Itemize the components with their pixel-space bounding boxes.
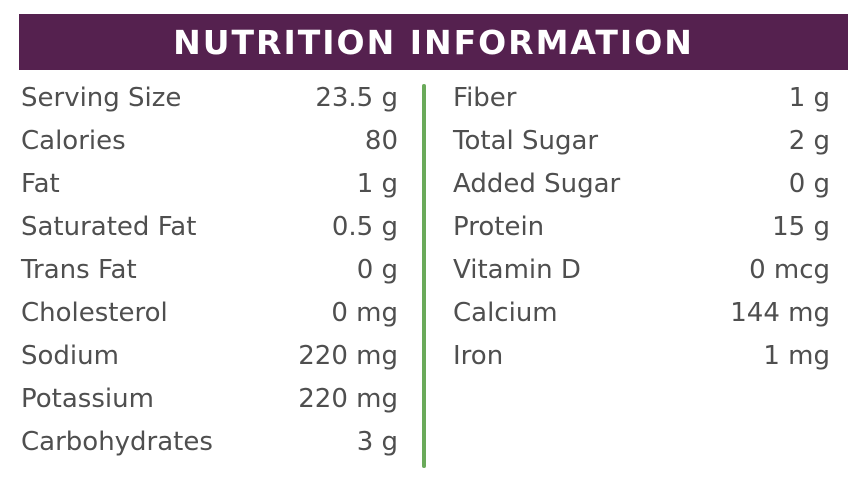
nutrient-label: Calories	[21, 126, 126, 157]
nutrient-label: Protein	[453, 212, 545, 243]
nutrient-row-fat: Fat 1 g	[21, 163, 398, 206]
nutrient-value: 3 g	[356, 426, 398, 457]
nutrient-label: Serving Size	[21, 83, 182, 114]
nutrient-value: 0 mg	[331, 297, 398, 328]
nutrient-row-total-sugar: Total Sugar 2 g	[453, 120, 830, 163]
nutrient-row-cholesterol: Cholesterol 0 mg	[21, 291, 398, 334]
nutrient-value: 0 g	[788, 169, 830, 200]
nutrient-label: Sodium	[21, 340, 119, 371]
nutrient-value: 2 g	[788, 126, 830, 157]
nutrient-label: Trans Fat	[21, 255, 137, 285]
column-divider	[422, 84, 426, 468]
nutrient-row-carbohydrates: Carbohydrates 3 g	[21, 420, 398, 463]
nutrition-title: NUTRITION INFORMATION	[173, 22, 694, 62]
nutrient-label: Saturated Fat	[21, 212, 197, 243]
right-nutrient-column: Fiber 1 g Total Sugar 2 g Added Sugar 0 …	[453, 77, 830, 377]
nutrient-label: Cholesterol	[21, 297, 168, 328]
nutrient-label: Potassium	[21, 383, 154, 414]
nutrient-label: Total Sugar	[453, 126, 599, 157]
nutrient-row-iron: Iron 1 mg	[453, 334, 830, 377]
nutrient-value: 220 mg	[298, 383, 398, 414]
nutrient-label: Added Sugar	[453, 169, 621, 200]
nutrient-value: 0 g	[356, 255, 398, 285]
nutrient-value: 23.5 g	[315, 83, 398, 114]
nutrient-value: 1 mg	[763, 340, 830, 371]
nutrient-label: Fat	[21, 169, 60, 200]
nutrient-row-fiber: Fiber 1 g	[453, 77, 830, 120]
nutrient-value: 1 g	[788, 83, 830, 114]
nutrient-value: 144 mg	[730, 297, 830, 328]
nutrient-row-calories: Calories 80	[21, 120, 398, 163]
nutrient-label: Iron	[453, 340, 504, 371]
nutrient-row-vitamin-d: Vitamin D 0 mcg	[453, 249, 830, 292]
nutrient-value: 0.5 g	[331, 212, 398, 243]
nutrient-label: Fiber	[453, 83, 517, 114]
nutrient-row-protein: Protein 15 g	[453, 206, 830, 249]
nutrient-label: Vitamin D	[453, 255, 581, 285]
nutrient-value: 1 g	[356, 169, 398, 200]
nutrient-row-serving-size: Serving Size 23.5 g	[21, 77, 398, 120]
nutrient-row-potassium: Potassium 220 mg	[21, 377, 398, 420]
nutrient-label: Carbohydrates	[21, 426, 213, 457]
nutrient-row-saturated-fat: Saturated Fat 0.5 g	[21, 206, 398, 249]
nutrient-value: 0 mcg	[749, 255, 830, 285]
nutrient-row-trans-fat: Trans Fat 0 g	[21, 249, 398, 292]
nutrient-label: Calcium	[453, 297, 558, 328]
nutrient-row-sodium: Sodium 220 mg	[21, 334, 398, 377]
nutrition-header: NUTRITION INFORMATION	[19, 14, 848, 70]
nutrient-value: 220 mg	[298, 340, 398, 371]
left-nutrient-column: Serving Size 23.5 g Calories 80 Fat 1 g …	[21, 77, 398, 463]
nutrient-row-calcium: Calcium 144 mg	[453, 291, 830, 334]
nutrient-value: 15 g	[772, 212, 830, 243]
nutrient-row-added-sugar: Added Sugar 0 g	[453, 163, 830, 206]
nutrient-value: 80	[364, 126, 398, 157]
